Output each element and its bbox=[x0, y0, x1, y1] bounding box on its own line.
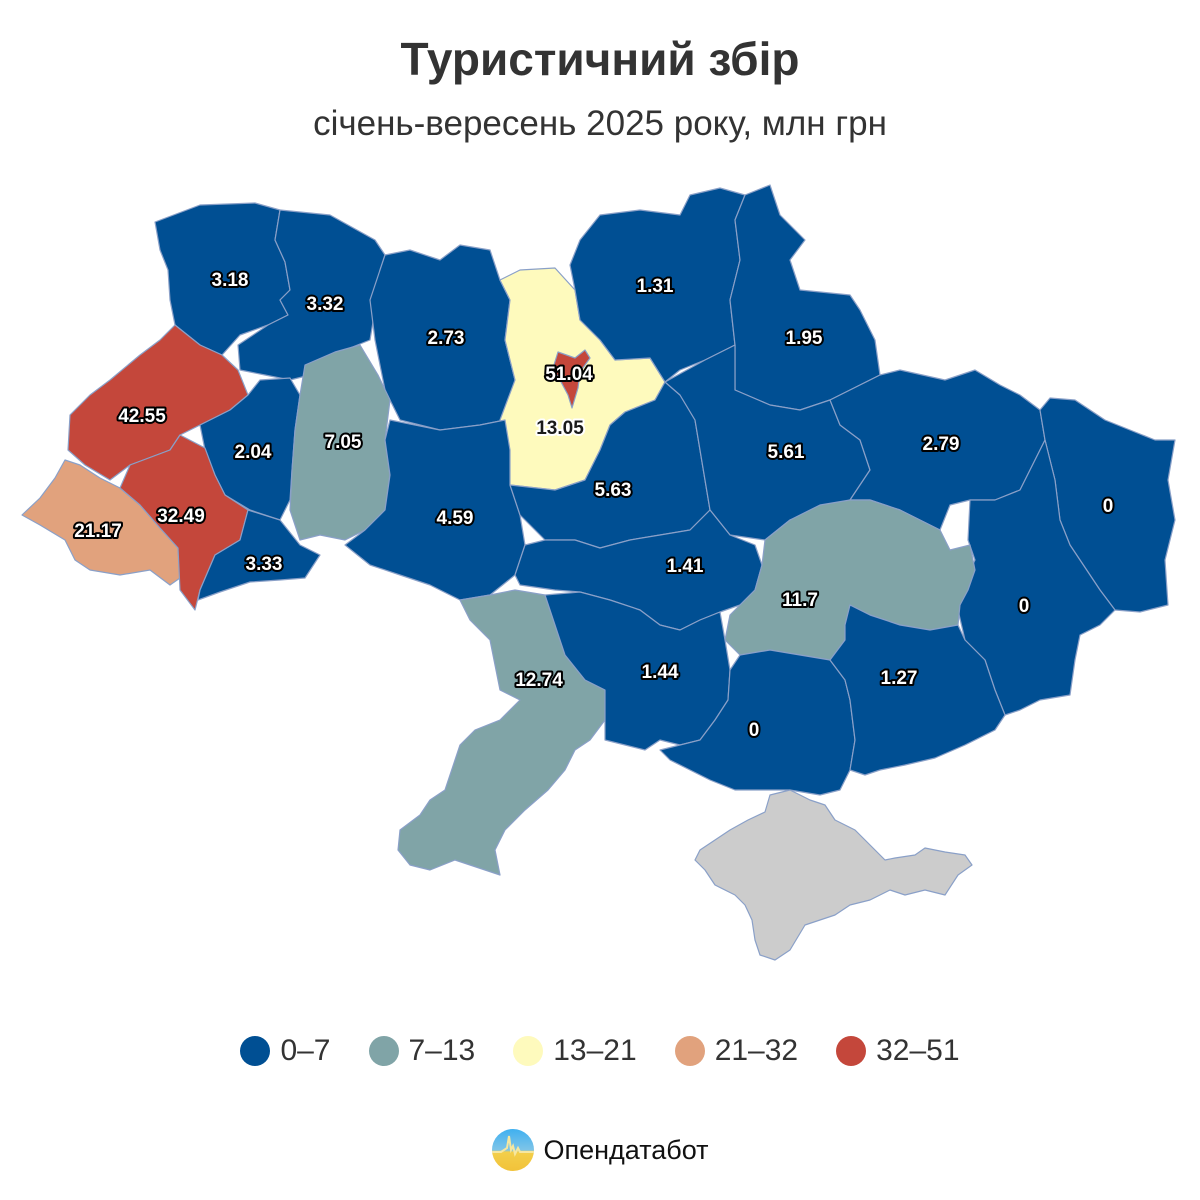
label-kharkiv: 2.79 bbox=[923, 434, 960, 455]
legend-item-21-32[interactable]: 21–32 bbox=[674, 1034, 799, 1068]
brand-name: Опендатабот bbox=[543, 1134, 709, 1165]
legend-item-0-7[interactable]: 0–7 bbox=[240, 1034, 331, 1068]
label-ternopil: 2.04 bbox=[235, 442, 272, 463]
label-odesa: 12.74 bbox=[515, 670, 563, 691]
label-mykolaiv: 1.44 bbox=[642, 662, 679, 683]
label-ivano-frankivsk: 32.49 bbox=[157, 506, 205, 527]
label-kyiv-city: 51.04 bbox=[545, 364, 593, 385]
label-rivne: 3.32 bbox=[307, 294, 344, 315]
legend-label: 13–21 bbox=[553, 1034, 637, 1067]
label-luhansk: 0 bbox=[1103, 496, 1114, 517]
legend-label: 32–51 bbox=[876, 1034, 960, 1067]
page-title: Туристичний збір bbox=[400, 33, 800, 85]
label-chernivtsi: 3.33 bbox=[246, 554, 283, 575]
label-poltava: 5.61 bbox=[768, 442, 805, 463]
label-chernihiv: 1.31 bbox=[637, 276, 674, 297]
region-zaporizhzhia[interactable] bbox=[829, 604, 1006, 776]
label-cherkasy: 5.63 bbox=[595, 480, 632, 501]
legend-swatch-circle-icon bbox=[836, 1036, 867, 1066]
legend-item-32-51[interactable]: 32–51 bbox=[836, 1034, 960, 1068]
region-kherson[interactable] bbox=[659, 649, 856, 796]
opendatabot-logo-icon bbox=[492, 1129, 535, 1171]
legend-label: 0–7 bbox=[280, 1034, 331, 1067]
label-sumy: 1.95 bbox=[786, 328, 823, 349]
label-kirovohrad: 1.41 bbox=[667, 556, 704, 577]
label-kyiv-oblast: 13.05 bbox=[536, 418, 584, 439]
region-sumy[interactable] bbox=[729, 184, 881, 411]
label-volyn: 3.18 bbox=[212, 270, 249, 291]
label-dnipropetrovsk: 11.7 bbox=[782, 590, 818, 611]
page-subtitle: січень-вересень 2025 року, млн грн bbox=[313, 104, 887, 143]
label-donetsk: 0 bbox=[1019, 596, 1030, 617]
region-kyiv-city[interactable] bbox=[552, 349, 591, 409]
legend-item-7-13[interactable]: 7–13 bbox=[368, 1034, 476, 1068]
region-chernivtsi[interactable] bbox=[197, 509, 321, 601]
label-zakarpattia: 21.17 bbox=[74, 521, 122, 542]
legend-swatch-circle-icon bbox=[513, 1036, 544, 1066]
ukraine-map: 3.18 3.32 2.73 51.04 13.05 1.31 1.95 42.… bbox=[21, 184, 1176, 961]
legend: 0–7 7–13 13–21 21–32 32–51 bbox=[0, 1034, 1200, 1068]
label-zhytomyr: 2.73 bbox=[428, 328, 465, 349]
region-crimea[interactable] bbox=[694, 789, 973, 961]
label-vinnytsia: 4.59 bbox=[437, 508, 474, 529]
legend-label: 7–13 bbox=[408, 1034, 476, 1067]
legend-label: 21–32 bbox=[714, 1034, 799, 1067]
legend-swatch-circle-icon bbox=[240, 1036, 271, 1066]
label-zaporizhzhia: 1.27 bbox=[881, 668, 918, 689]
brand-footer[interactable]: Опендатабот bbox=[0, 1128, 1200, 1172]
label-khmelnytskyi: 7.05 bbox=[325, 432, 362, 453]
label-lviv: 42.55 bbox=[118, 406, 166, 427]
legend-swatch-circle-icon bbox=[674, 1036, 705, 1066]
legend-item-13-21[interactable]: 13–21 bbox=[513, 1034, 637, 1068]
legend-swatch-circle-icon bbox=[368, 1036, 399, 1066]
label-kherson: 0 bbox=[749, 720, 760, 741]
